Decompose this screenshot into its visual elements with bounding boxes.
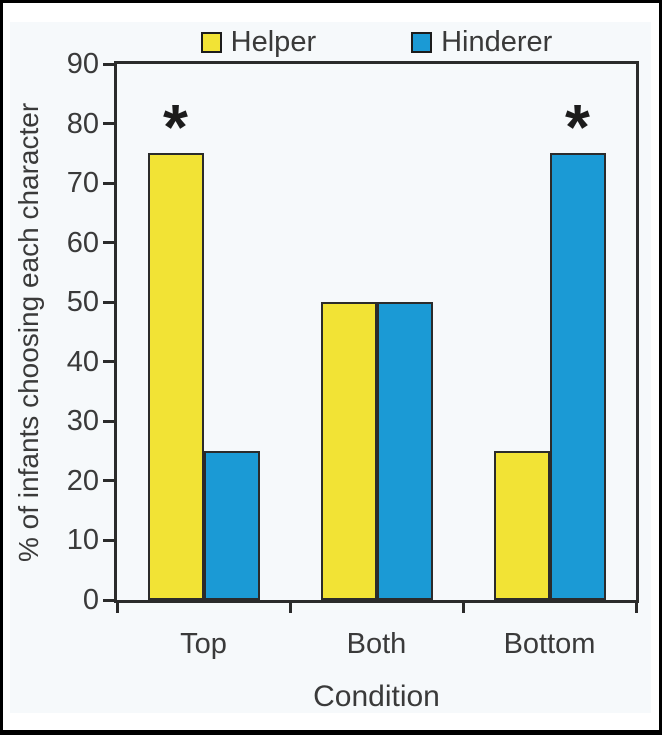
bar-hinderer-both — [376, 302, 433, 600]
legend-label: Hinderer — [441, 25, 553, 58]
y-tick-label: 30 — [66, 405, 99, 438]
chart-panel: Helper Hinderer % of infants choosing eac… — [10, 22, 651, 713]
bar-helper-bottom — [493, 451, 550, 600]
y-tick-label: 50 — [66, 286, 99, 319]
y-tick-label: 60 — [66, 226, 99, 259]
x-tick — [288, 600, 292, 613]
bar-helper-top — [147, 153, 204, 600]
y-tick-label: 0 — [82, 584, 99, 616]
x-axis-title: Condition — [313, 680, 440, 713]
y-tick — [103, 360, 117, 364]
legend-item-hinderer: Hinderer — [411, 25, 553, 58]
bar-hinderer-top — [203, 451, 260, 600]
y-tick — [103, 122, 117, 126]
x-category-label: Both — [346, 628, 407, 660]
y-tick-label: 20 — [66, 464, 99, 497]
y-tick-label: 80 — [66, 107, 99, 140]
y-tick — [103, 598, 117, 602]
y-axis-title: % of infants choosing each character — [13, 102, 44, 562]
x-tick — [634, 600, 638, 613]
bar-hinderer-bottom — [549, 153, 606, 600]
x-category-label: Top — [180, 628, 227, 660]
legend-label: Helper — [230, 25, 317, 58]
x-tick — [115, 600, 119, 613]
significance-asterisk: * — [565, 91, 590, 164]
y-tick-label: 40 — [66, 345, 99, 378]
y-tick — [103, 181, 117, 185]
legend-swatch-icon — [411, 31, 433, 53]
x-category-label: Bottom — [503, 628, 596, 660]
y-tick — [103, 538, 117, 542]
chart-legend: Helper Hinderer — [117, 27, 636, 57]
y-tick — [103, 419, 117, 423]
x-tick — [461, 600, 465, 613]
plot-area — [114, 61, 639, 603]
y-tick — [103, 300, 117, 304]
y-tick — [103, 241, 117, 245]
y-tick — [103, 479, 117, 483]
y-tick-label: 70 — [66, 167, 99, 200]
y-tick-label: 10 — [66, 524, 99, 557]
legend-item-helper: Helper — [200, 25, 317, 58]
significance-asterisk: * — [163, 91, 188, 164]
legend-swatch-icon — [200, 31, 222, 53]
y-tick — [103, 62, 117, 66]
bar-helper-both — [320, 302, 377, 600]
y-tick-label: 90 — [66, 48, 99, 80]
